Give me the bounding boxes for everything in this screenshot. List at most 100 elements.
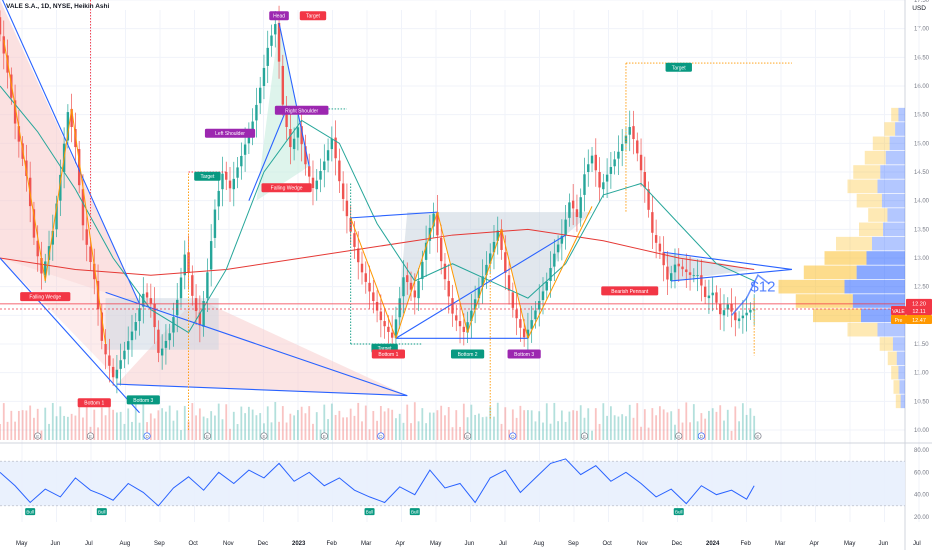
volume-bar [560,410,563,440]
volume-bar [692,404,695,440]
volume-bar [183,405,186,440]
y-tick-label: 10.00 [914,428,930,434]
candle-body [142,293,145,307]
price-badge-value: 12.11 [912,309,925,315]
volume-bar [594,408,597,440]
candle-body [417,280,420,299]
volume-bar [176,410,179,440]
candle-body [349,217,352,232]
volume-bar [628,404,631,440]
volume-bar [387,408,390,440]
volume-bar [545,403,548,440]
candle-body [594,154,597,171]
volume-bar [436,410,439,440]
volume-bar [379,406,382,440]
volume-bar [489,406,492,440]
trend-line [278,22,310,167]
event-marker-letter: D [379,434,383,439]
trend-line [350,211,438,219]
volume-bar [255,415,258,440]
candle-body [443,263,447,280]
candle-body [338,160,341,182]
candle-body [375,301,379,311]
x-tick-label: Oct [603,541,613,547]
candle-body [330,138,334,150]
volume-bar [70,413,73,440]
volume-bar [259,413,262,440]
y-tick-label: 15.00 [914,141,930,147]
volume-profile-yellow [893,380,900,394]
volume-bar [530,410,533,440]
volume-bar [700,413,703,440]
volume-bar [115,412,118,440]
volume-profile-blue [877,322,905,337]
candle-body [134,322,137,331]
y-tick-label: 14.50 [914,170,930,176]
y-tick-label: 14.00 [914,199,930,205]
volume-bar [508,429,510,440]
candle-body [127,341,130,350]
volume-bar [51,402,54,440]
handwritten-price-note: $12 [750,278,775,295]
volume-bar [587,408,590,440]
candle-body [379,311,383,321]
volume-bar [477,413,480,440]
volume-bar [232,411,235,440]
volume-profile-yellow [795,294,853,308]
candle-body [643,172,647,188]
volume-bar [149,413,152,440]
volume-bar [459,426,461,440]
candle-body [413,290,416,298]
event-marker-letter: D [700,434,704,439]
candle-body [311,177,315,189]
volume-profile-blue [877,179,905,194]
volume-bar [353,415,356,440]
candle-body [292,138,296,150]
volume-bar [138,422,141,440]
pattern-leg-line [350,217,397,339]
candle-body [55,203,58,230]
volume-bar [636,403,639,440]
volume-bar [157,410,160,440]
volume-bar [338,410,341,440]
candle-body [504,252,507,273]
candle-body [462,326,466,332]
pattern-leg-line [436,212,469,333]
event-marker [754,432,762,440]
volume-bar [413,402,416,440]
volume-profile-yellow [847,179,878,194]
volume-bar [417,421,420,440]
volume-bar [293,415,296,440]
pattern-label-box [507,349,541,359]
event-marker [509,432,517,440]
volume-bar [274,402,277,440]
volume-bar [564,421,567,440]
volume-bar [704,418,707,440]
candle-body [447,280,450,297]
pattern-label-box [269,11,289,21]
candle-body [583,174,586,195]
event-marker-letter: E [583,434,586,439]
candle-body [406,275,409,283]
volume-bar [131,421,133,440]
volume-bar [161,408,164,440]
candle-body [752,309,756,311]
candle-body [108,355,111,366]
event-marker [86,432,95,440]
volume-profile-yellow [887,351,897,366]
rsi-bull-label: Bull [675,509,683,514]
volume-profile-blue [899,380,905,394]
trend-line [116,383,408,397]
volume-bar [263,423,265,440]
candle-body [236,167,239,178]
x-tick-label: Jul [85,541,93,547]
volume-bar [534,421,537,440]
price-badge-label: VALE [892,309,905,315]
volume-bar [63,415,66,440]
trend-line [1,0,141,305]
volume-bar [300,406,303,440]
handwritten-arrow [730,274,770,316]
x-tick-label: Oct [189,541,199,547]
volume-profile-blue [887,208,905,222]
